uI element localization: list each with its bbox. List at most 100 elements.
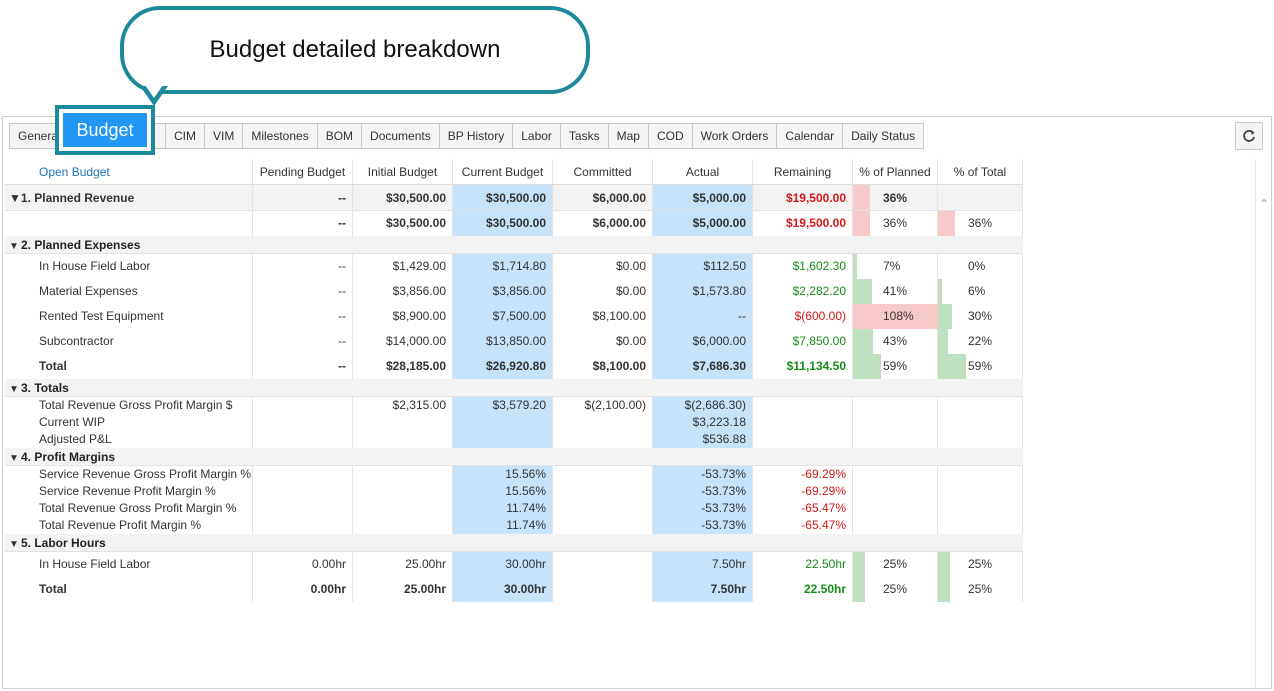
cell-initial: $14,000.00 — [353, 329, 453, 354]
cell-actual: $7,686.30 — [653, 354, 753, 379]
tab-budget-highlight: Budget — [55, 105, 155, 155]
tab-calendar[interactable]: Calendar — [776, 123, 844, 149]
col-remaining: Remaining — [753, 159, 853, 184]
cell-initial: $30,500.00 — [353, 211, 453, 236]
cell-remaining: -69.29% — [753, 466, 853, 483]
tab-budget[interactable]: Budget — [63, 113, 147, 147]
col-pending-budget: Pending Budget — [253, 159, 353, 184]
section-labor-hours[interactable]: ▼ 5. Labor Hours — [5, 534, 1023, 552]
pct-bar — [938, 577, 950, 602]
cell-pct-total: 6% — [938, 279, 1023, 304]
tab-vim[interactable]: VIM — [204, 123, 244, 149]
collapse-triangle-icon[interactable]: ▼ — [9, 539, 19, 550]
cell-committed: $(2,100.00) — [553, 397, 653, 448]
open-budget-link[interactable]: Open Budget — [5, 159, 253, 184]
cell-pct-total — [938, 185, 1023, 210]
cell-actual: -53.73% — [653, 483, 753, 500]
cell-committed: $0.00 — [553, 329, 653, 354]
cell-actual: -53.73% — [653, 500, 753, 517]
collapse-triangle-icon[interactable]: ▼ — [9, 191, 21, 205]
cell-current: 30.00hr — [453, 552, 553, 577]
scroll-divider — [1255, 159, 1256, 689]
cell-committed — [553, 500, 653, 517]
section-planned-revenue[interactable]: ▼1. Planned Revenue -- $30,500.00 $30,50… — [5, 185, 1023, 211]
cell-pct-total: 25% — [938, 552, 1023, 577]
tab-tasks[interactable]: Tasks — [559, 123, 609, 149]
section-title: 2. Planned Expenses — [21, 238, 141, 252]
table-row: Service Revenue Profit Margin % 15.56% -53… — [5, 483, 1023, 500]
pct-bar — [853, 354, 881, 379]
tab-milestones[interactable]: Milestones — [242, 123, 318, 149]
cell-remaining: $7,850.00 — [753, 329, 853, 354]
row-label: Service Revenue Gross Profit Margin % — [5, 466, 253, 483]
tab-daily-status[interactable]: Daily Status — [842, 123, 925, 149]
cell-initial: $28,185.00 — [353, 354, 453, 379]
col-committed: Committed — [553, 159, 653, 184]
cell-pending — [253, 466, 353, 483]
cell-actual: 7.50hr — [653, 577, 753, 602]
cell-committed: $0.00 — [553, 279, 653, 304]
section-totals[interactable]: ▼ 3. Totals — [5, 379, 1023, 397]
collapse-triangle-icon[interactable]: ▼ — [9, 384, 19, 395]
callout-tail-inner — [145, 85, 163, 98]
cell-pct-total: 25% — [938, 577, 1023, 602]
tab-labor[interactable]: Labor — [512, 123, 561, 149]
tab-bp-history[interactable]: BP History — [438, 123, 514, 149]
cell-pct-planned: 36% — [853, 211, 938, 236]
cell-actual: -- — [653, 304, 753, 329]
cell-remaining: $19,500.00 — [753, 185, 853, 210]
pct-bar — [938, 354, 966, 379]
cell-pct-total: 30% — [938, 304, 1023, 329]
tab-documents[interactable]: Documents — [361, 123, 440, 149]
section-title: 1. Planned Revenue — [20, 191, 135, 205]
section-profit-margins[interactable]: ▼ 4. Profit Margins — [5, 448, 1023, 466]
scroll-up-icon[interactable]: ⌃ — [1258, 197, 1269, 211]
cell-current: $26,920.80 — [453, 354, 553, 379]
cell-current: $3,856.00 — [453, 279, 553, 304]
cell-pct-planned: 7% — [853, 254, 938, 279]
cell-pending — [253, 500, 353, 517]
col-initial-budget: Initial Budget — [353, 159, 453, 184]
callout-bubble: Budget detailed breakdown — [120, 6, 590, 94]
cell-pct-total — [938, 483, 1023, 500]
tab-general[interactable]: General — [9, 123, 59, 149]
cell-current: $30,500.00 — [453, 185, 553, 210]
collapse-triangle-icon[interactable]: ▼ — [9, 453, 19, 464]
tab-work-orders[interactable]: Work Orders — [691, 123, 778, 149]
table-row: Rented Test Equipment -- $8,900.00 $7,500.0… — [5, 304, 1023, 329]
cell-initial — [353, 500, 453, 517]
row-label: Subcontractor — [5, 329, 253, 354]
cell-actual: 7.50hr — [653, 552, 753, 577]
tab-cim[interactable]: CIM — [165, 123, 205, 149]
pct-bar — [853, 329, 873, 354]
cell-pending — [253, 517, 353, 534]
table-row: Service Revenue Gross Profit Margin % 15.… — [5, 466, 1023, 483]
cell-pct-planned: 41% — [853, 279, 938, 304]
collapse-triangle-icon[interactable]: ▼ — [9, 241, 19, 252]
budget-panel: General CIM VIM Milestones BOM Documents… — [2, 105, 1272, 689]
row-label: Total — [5, 577, 253, 602]
tab-bom[interactable]: BOM — [316, 123, 363, 149]
cell-remaining: -65.47% — [753, 517, 853, 534]
cell-actual: $5,000.00 — [653, 185, 753, 210]
cell-pending: -- — [253, 254, 353, 279]
cell-committed: $6,000.00 — [553, 211, 653, 236]
pct-bar — [853, 552, 865, 577]
cell-pct-total — [938, 466, 1023, 483]
refresh-button[interactable] — [1235, 122, 1263, 150]
col-current-budget: Current Budget — [453, 159, 553, 184]
cell-pending: 0.00hr — [253, 552, 353, 577]
cell-committed: $8,100.00 — [553, 354, 653, 379]
pct-bar — [938, 211, 955, 236]
cell-pct-planned: 108% — [853, 304, 938, 329]
cell-actual: -53.73% — [653, 517, 753, 534]
section-planned-expenses[interactable]: ▼ 2. Planned Expenses — [5, 236, 1023, 254]
tab-cod[interactable]: COD — [647, 123, 693, 149]
refresh-icon — [1243, 130, 1255, 142]
cell-remaining: $(600.00) — [753, 304, 853, 329]
table-row: In House Field Labor -- $1,429.00 $1,714.80… — [5, 254, 1023, 279]
tab-map[interactable]: Map — [607, 123, 649, 149]
row-label: Total Revenue Gross Profit Margin % — [5, 500, 253, 517]
cell-remaining: $11,134.50 — [753, 354, 853, 379]
pct-bar — [853, 185, 870, 210]
